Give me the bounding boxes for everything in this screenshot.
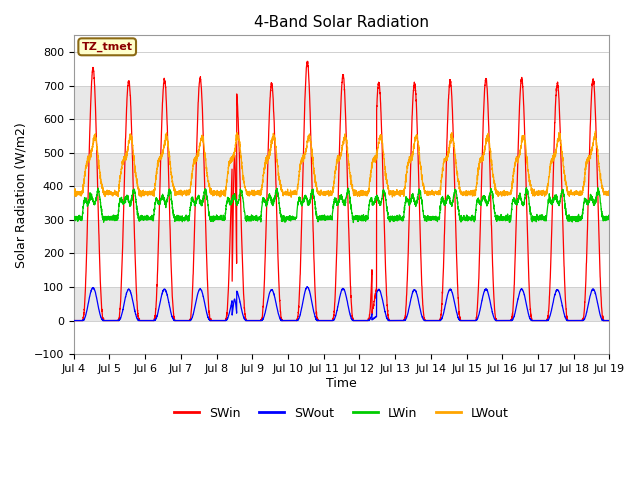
- Y-axis label: Solar Radiation (W/m2): Solar Radiation (W/m2): [15, 122, 28, 267]
- LWout: [432, 190, 440, 196]
- LWout: [287, 194, 295, 200]
- Title: 4-Band Solar Radiation: 4-Band Solar Radiation: [254, 15, 429, 30]
- SWin: [166, 221, 173, 227]
- Bar: [74, 153, 609, 186]
- X-axis label: Time: Time: [326, 377, 357, 390]
- SWout: [70, 318, 77, 324]
- LWout: [166, 159, 173, 165]
- LWin: [166, 187, 173, 193]
- SWout: [605, 318, 613, 324]
- LWin: [432, 213, 440, 219]
- SWout: [166, 305, 173, 311]
- LWin: [523, 185, 531, 191]
- LWin: [492, 217, 500, 223]
- Bar: [74, 253, 609, 287]
- Line: SWout: SWout: [74, 287, 609, 321]
- Bar: [74, 220, 609, 253]
- LWin: [605, 217, 613, 223]
- SWin: [605, 318, 613, 324]
- SWin: [461, 318, 469, 324]
- SWin: [303, 59, 311, 64]
- SWout: [303, 284, 311, 290]
- Bar: [74, 287, 609, 321]
- LWout: [492, 187, 500, 192]
- SWout: [605, 318, 612, 324]
- LWout: [70, 191, 77, 196]
- SWout: [432, 318, 440, 324]
- SWin: [492, 317, 500, 323]
- LWout: [605, 192, 612, 198]
- LWin: [461, 215, 469, 221]
- LWin: [321, 216, 329, 221]
- Legend: SWin, SWout, LWin, LWout: SWin, SWout, LWin, LWout: [169, 402, 514, 425]
- Bar: [74, 52, 609, 85]
- SWout: [492, 318, 500, 324]
- Bar: [74, 85, 609, 119]
- LWin: [70, 215, 77, 220]
- SWin: [605, 318, 612, 324]
- SWin: [70, 318, 77, 324]
- Line: LWout: LWout: [74, 131, 609, 197]
- SWout: [461, 318, 469, 324]
- Bar: [74, 119, 609, 153]
- LWout: [461, 192, 469, 197]
- Bar: [74, 321, 609, 354]
- SWin: [432, 318, 440, 324]
- LWin: [349, 220, 357, 226]
- Line: LWin: LWin: [74, 188, 609, 223]
- Bar: [74, 186, 609, 220]
- LWout: [605, 189, 613, 195]
- SWin: [321, 318, 329, 324]
- Line: SWin: SWin: [74, 61, 609, 321]
- LWout: [321, 189, 329, 194]
- Text: TZ_tmet: TZ_tmet: [82, 42, 132, 52]
- LWout: [591, 128, 599, 134]
- LWin: [605, 216, 612, 221]
- SWout: [321, 318, 329, 324]
